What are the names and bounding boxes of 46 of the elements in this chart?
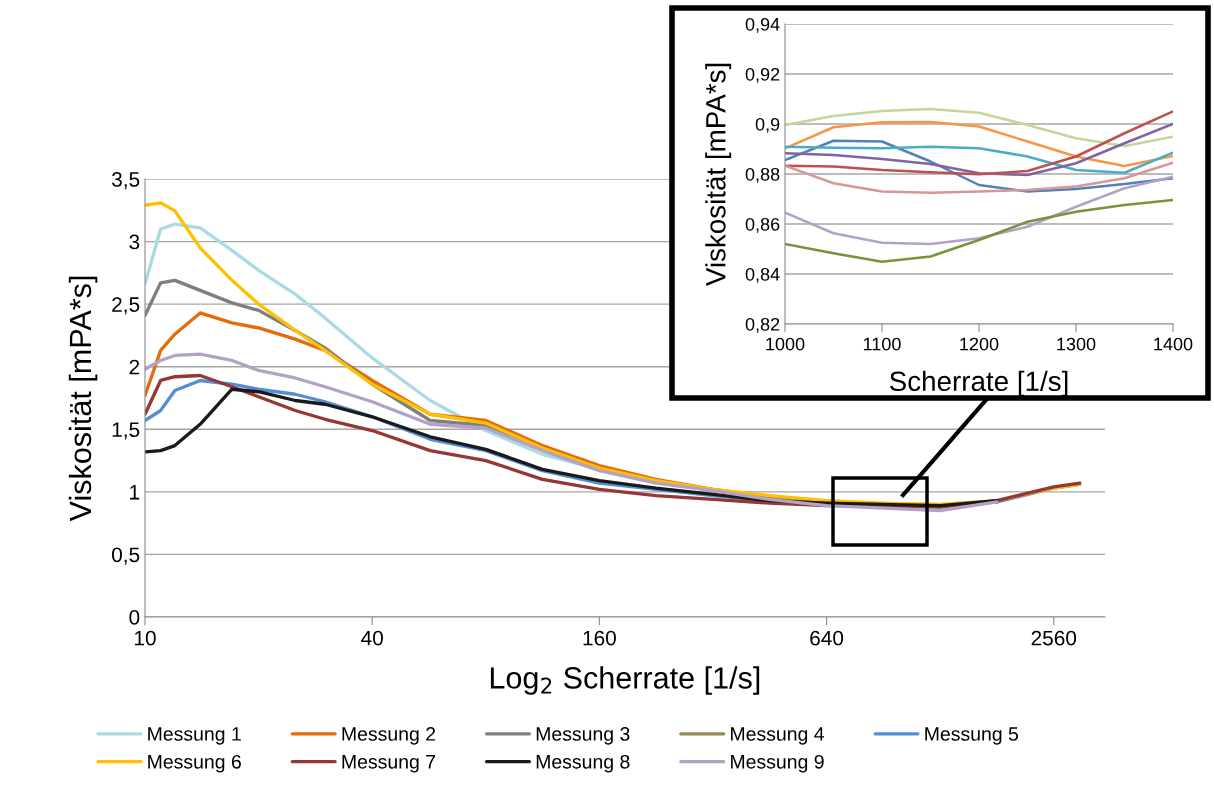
y-tick-label: 1 — [130, 485, 140, 500]
x-axis-title: Scherrate [1/s] — [889, 370, 1068, 397]
line-series — [785, 145, 1173, 174]
y-tick-label: 0,94 — [745, 17, 780, 33]
x-tick-label: 1200 — [960, 337, 999, 351]
x-tick-label: 1400 — [1154, 337, 1193, 351]
legend-label: Messung 7 — [342, 755, 436, 773]
legend-label: Messung 1 — [148, 727, 241, 745]
x-axis-title: Log$_{2}$ Scherrate [1/s] — [490, 666, 760, 695]
y-tick-label: 0,5 — [111, 547, 140, 565]
x-tick-label: 1300 — [1057, 337, 1096, 351]
x-tick-label: 160 — [583, 630, 616, 646]
line-series — [785, 122, 1173, 177]
line-series — [785, 161, 1173, 194]
x-tick-label: 10 — [135, 630, 156, 646]
y-tick-label: 0 — [129, 610, 140, 625]
y-tick-label: 1,5 — [112, 422, 140, 440]
line-series — [785, 198, 1173, 263]
legend-label: Messung 4 — [731, 727, 825, 745]
y-tick-label: 0,82 — [745, 317, 780, 333]
line-series — [785, 110, 1173, 176]
x-tick-label: 40 — [361, 630, 383, 646]
y-axis-title: Viskosität [mPA*s] — [68, 276, 98, 522]
legend-label: Messung 3 — [536, 727, 630, 745]
line-series — [785, 107, 1173, 148]
line-series — [785, 120, 1173, 168]
x-tick-label: 1000 — [766, 337, 805, 351]
x-tick-label: 640 — [810, 630, 844, 646]
x-tick-label: 2560 — [1031, 630, 1077, 646]
y-tick-label: 0,92 — [745, 67, 780, 83]
legend-label: Messung 6 — [148, 754, 241, 773]
y-tick-label: 2,5 — [112, 297, 140, 315]
y-tick-label: 2 — [129, 359, 140, 375]
y-tick-label: 3 — [129, 234, 140, 250]
legend-label: Messung 2 — [342, 727, 436, 745]
y-tick-label: 3,5 — [111, 172, 140, 190]
x-tick-label: 1100 — [863, 337, 901, 351]
y-tick-label: 0,86 — [745, 217, 780, 233]
legend-label: Messung 9 — [731, 754, 824, 773]
line-series — [785, 175, 1173, 246]
legend-label: Messung 8 — [536, 754, 630, 773]
y-tick-label: 0,84 — [745, 267, 780, 283]
legend-label: Messung 5 — [925, 727, 1019, 745]
y-tick-label: 0,88 — [745, 167, 780, 183]
y-axis-title: Viskosität [mPA*s] — [705, 63, 732, 287]
y-tick-label: 0,9 — [755, 117, 780, 133]
